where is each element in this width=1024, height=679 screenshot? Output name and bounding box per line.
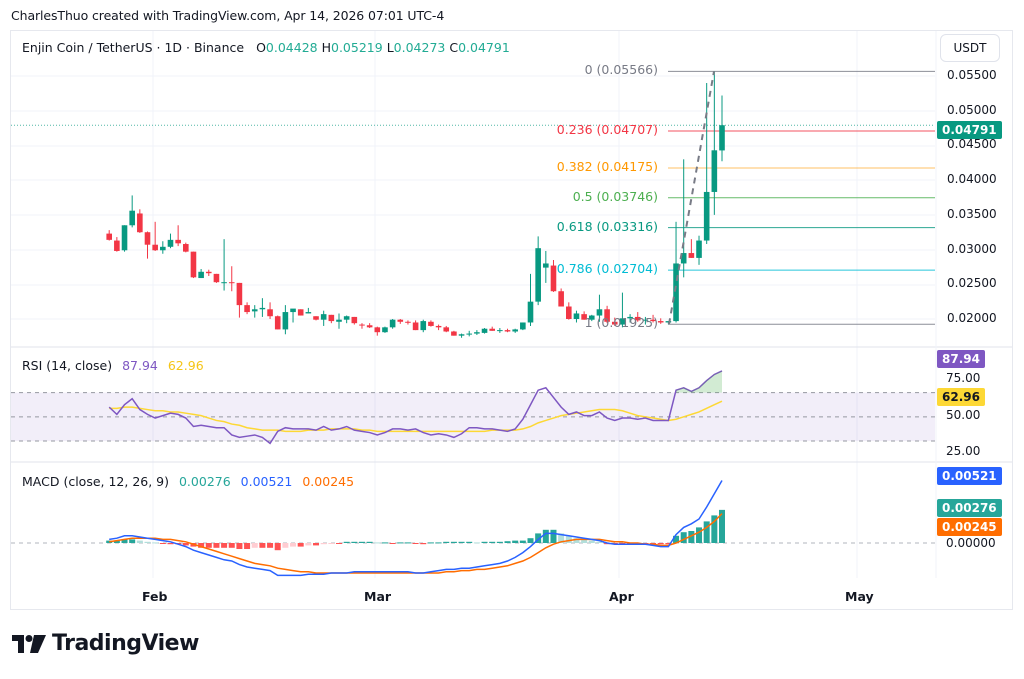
symbol-legend: Enjin Coin / TetherUS · 1D · Binance O0.… [22,40,510,55]
low-value: 0.04273 [393,40,446,55]
price-tick-4: 0.03500 [947,206,997,221]
time-label-feb: Feb [142,589,168,604]
price-tick-7: 0.02000 [947,311,997,325]
macd-signal-tag: 0.00245 [937,518,1002,536]
price-tick-3: 0.04000 [947,172,997,187]
fib-label-0-5: 0.5 (0.03746) [572,188,658,204]
chart-credit: CharlesThuo created with TradingView.com… [11,8,445,23]
macd-line-tag: 0.00521 [937,467,1002,485]
macd-legend[interactable]: MACD (close, 12, 26, 9) 0.00276 0.00521 … [22,474,354,489]
macd-line-value: 0.00521 [240,474,293,489]
low-label: L [386,40,394,55]
price-tick-5: 0.03000 [947,241,997,256]
open-value: 0.04428 [265,40,318,55]
rsi-value-tag: 87.94 [937,350,985,368]
time-label-may: May [845,589,874,604]
currency-button[interactable]: USDT [940,34,1000,62]
fib-label-1: 1 (0.01925) [584,315,658,331]
price-tick-1: 0.05000 [947,102,997,117]
rsi-ma-value: 62.96 [167,358,204,373]
time-label-apr: Apr [609,589,634,604]
tradingview-logo-text: TradingView [52,631,199,656]
tradingview-logo[interactable]: TradingView [12,631,199,656]
rsi-legend[interactable]: RSI (14, close) 87.94 62.96 [22,358,204,373]
fib-label-0-236: 0.236 (0.04707) [556,122,658,138]
macd-histogram-tag: 0.00276 [937,499,1002,517]
time-label-mar: Mar [364,589,392,604]
rsi-tick-50: 50.00 [946,408,981,422]
open-label: O [256,40,266,55]
rsi-tick-25: 25.00 [946,444,981,458]
close-label: C [449,40,459,55]
chart-frame [10,30,1013,610]
macd-title: MACD (close, 12, 26, 9) [22,474,169,489]
close-value: 0.04791 [458,40,510,55]
rsi-ma-tag: 62.96 [937,388,985,406]
tradingview-logo-icon [12,634,46,653]
macd-signal-value: 0.00245 [302,474,355,489]
fib-label-0-382: 0.382 (0.04175) [556,158,658,174]
symbol-title[interactable]: Enjin Coin / TetherUS · 1D · Binance [22,40,245,55]
rsi-value: 87.94 [122,358,158,373]
fib-label-0: 0 (0.05566) [584,62,658,78]
price-tick-0: 0.05500 [947,68,997,82]
high-value: 0.05219 [331,40,383,55]
fib-label-0-786: 0.786 (0.02704) [556,261,658,277]
macd-histogram-value: 0.00276 [178,474,231,489]
rsi-title: RSI (14, close) [22,358,113,373]
rsi-tick-75: 75.00 [946,371,981,385]
price-tick-2: 0.04500 [947,137,997,152]
last-price-tag: 0.04791 [937,121,1002,139]
price-tick-6: 0.02500 [947,276,997,291]
fib-label-0-618: 0.618 (0.03316) [556,218,658,234]
high-label: H [321,40,331,55]
macd-zero-tick: 0.00000 [946,536,996,550]
